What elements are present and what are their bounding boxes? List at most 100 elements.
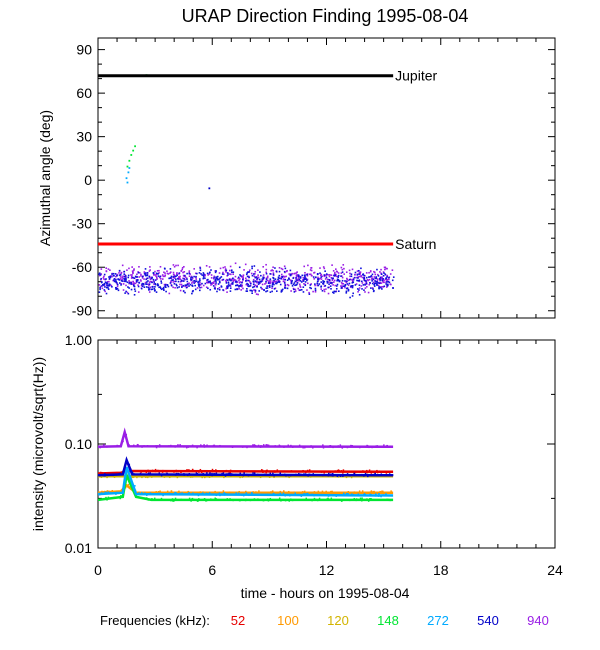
- series-point: [222, 490, 225, 492]
- scatter-point: [348, 269, 351, 272]
- scatter-point: [288, 278, 290, 280]
- scatter-point: [144, 272, 146, 275]
- scatter-point: [260, 286, 262, 289]
- scatter-point: [172, 281, 175, 283]
- scatter-point: [156, 269, 159, 272]
- series-point: [116, 444, 118, 447]
- series-point: [175, 492, 178, 494]
- series-point: [252, 445, 255, 448]
- scatter-point: [266, 287, 269, 289]
- scatter-point: [125, 277, 127, 280]
- scatter-point: [329, 285, 332, 287]
- scatter-point: [257, 293, 259, 296]
- series-point: [211, 468, 214, 471]
- scatter-point: [259, 280, 262, 283]
- scatter-point: [379, 276, 382, 279]
- series-point: [379, 492, 381, 495]
- scatter-point: [141, 283, 143, 286]
- scatter-point: [386, 275, 388, 278]
- scatter-point: [121, 278, 123, 281]
- scatter-point: [142, 283, 145, 286]
- series-point: [162, 469, 164, 472]
- scatter-point: [382, 286, 385, 288]
- scatter-point: [325, 274, 327, 277]
- series-point: [215, 469, 217, 471]
- scatter-point: [134, 290, 137, 292]
- series-point: [366, 469, 368, 472]
- scatter-point: [101, 281, 103, 283]
- series-point: [290, 475, 293, 478]
- scatter-point: [272, 273, 275, 276]
- scatter-point: [273, 280, 276, 283]
- series-point: [118, 473, 120, 475]
- scatter-point: [356, 274, 359, 276]
- scatter-point: [210, 284, 212, 286]
- scatter-point: [214, 288, 216, 290]
- series-point: [388, 473, 391, 475]
- scatter-point: [210, 277, 213, 279]
- scatter-point: [156, 278, 158, 280]
- series-point: [366, 498, 368, 500]
- scatter-point: [182, 277, 184, 280]
- series-point: [146, 494, 148, 496]
- scatter-point: [137, 279, 139, 281]
- scatter-point: [185, 277, 188, 279]
- scatter-point: [248, 279, 250, 282]
- series-point: [203, 498, 206, 500]
- scatter-point: [253, 273, 255, 275]
- scatter-point: [246, 272, 248, 274]
- scatter-point: [127, 286, 129, 288]
- series-point: [266, 444, 269, 446]
- y-tick-label: 90: [76, 42, 92, 58]
- scatter-point: [347, 284, 350, 287]
- scatter-point: [220, 286, 223, 288]
- scatter-point: [294, 288, 297, 291]
- scatter-point: [136, 273, 138, 276]
- series-point: [215, 494, 217, 497]
- scatter-point: [229, 287, 232, 290]
- series-point: [385, 493, 387, 495]
- scatter-point: [326, 282, 329, 284]
- scatter-point: [373, 276, 376, 278]
- series-point: [104, 491, 107, 494]
- scatter-point: [307, 264, 309, 267]
- scatter-point: [386, 274, 389, 277]
- series-point: [229, 469, 232, 472]
- scatter-point: [196, 287, 199, 289]
- series-point: [238, 499, 240, 502]
- scatter-point: [251, 265, 253, 268]
- scatter-point: [166, 270, 168, 273]
- scatter-point: [306, 289, 308, 291]
- series-point: [224, 492, 227, 495]
- scatter-point: [122, 275, 124, 278]
- scatter-point: [191, 277, 194, 280]
- scatter-point: [133, 277, 136, 279]
- series-point: [279, 445, 281, 447]
- scatter-point: [140, 284, 143, 287]
- scatter-point: [328, 275, 331, 278]
- series-point: [170, 490, 173, 492]
- scatter-point: [341, 268, 344, 271]
- scatter-point: [327, 292, 330, 295]
- scatter-point: [253, 285, 255, 288]
- series-point: [189, 476, 192, 478]
- scatter-point: [272, 276, 274, 279]
- scatter-point: [354, 273, 356, 276]
- scatter-point: [210, 274, 213, 276]
- series-point: [366, 444, 368, 447]
- series-point: [276, 499, 278, 501]
- series-point: [130, 476, 133, 478]
- scatter-point: [320, 281, 323, 283]
- scatter-point: [136, 280, 138, 283]
- series-point: [210, 498, 212, 500]
- scatter-point: [206, 272, 209, 275]
- scatter-point: [249, 281, 251, 283]
- scatter-point: [272, 280, 274, 283]
- scatter-point: [132, 280, 135, 283]
- scatter-point: [177, 280, 180, 283]
- x-tick-label: 6: [208, 562, 216, 578]
- scatter-point: [235, 281, 238, 284]
- series-point: [227, 473, 229, 475]
- scatter-point: [244, 277, 247, 280]
